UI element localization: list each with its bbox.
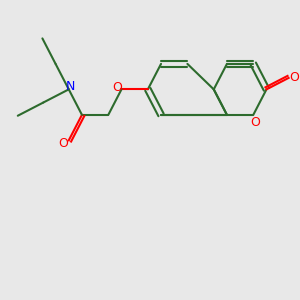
Text: O: O <box>250 116 260 129</box>
Text: N: N <box>65 80 75 93</box>
Text: O: O <box>58 137 68 150</box>
Text: O: O <box>112 81 122 94</box>
Text: O: O <box>290 71 299 84</box>
